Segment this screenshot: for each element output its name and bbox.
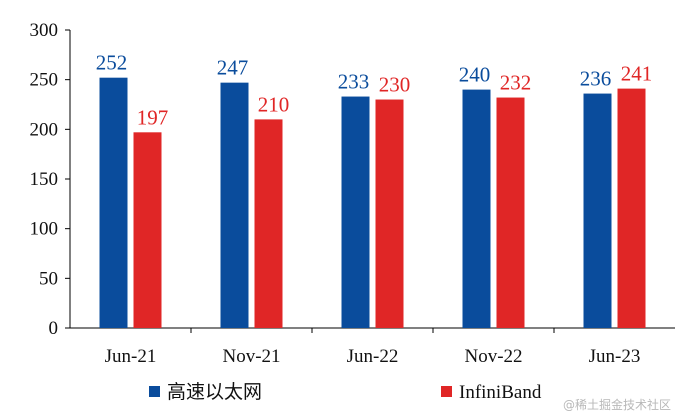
bar	[341, 96, 370, 328]
chart-axes: 0 50 100 150 200 250 300 Jun-21 Nov-21 Jun-22 Nov-…	[30, 20, 675, 367]
bar	[254, 119, 283, 329]
watermark-text: @稀土掘金技术社区	[563, 397, 671, 412]
legend-swatch	[441, 386, 452, 397]
data-label: 240	[459, 63, 491, 87]
x-tick-label: Nov-21	[222, 346, 280, 367]
y-tick-label: 300	[30, 20, 59, 41]
x-tick-label: Jun-21	[105, 346, 157, 367]
y-tick-label: 50	[39, 268, 58, 289]
legend-label: InfiniBand	[459, 382, 542, 403]
data-label: 247	[217, 56, 249, 80]
chart-bars	[99, 77, 646, 329]
data-label: 197	[137, 105, 169, 129]
y-tick-label: 100	[30, 219, 59, 240]
x-tick-label: Jun-22	[347, 346, 399, 367]
bar	[220, 82, 249, 328]
bar	[583, 93, 612, 328]
chart-legend: 高速以太网 InfiniBand	[149, 381, 542, 403]
legend-swatch	[149, 386, 160, 397]
data-label: 210	[258, 92, 290, 116]
data-label: 232	[500, 71, 532, 95]
x-tick-label: Nov-22	[464, 346, 522, 367]
bar	[496, 97, 525, 329]
y-tick-label: 150	[30, 169, 59, 190]
chart-data-labels: 252 197 247 210 233 230 240 232 236 241	[96, 51, 653, 130]
bar	[133, 132, 162, 328]
x-tick-label: Jun-23	[589, 346, 641, 367]
data-label: 236	[580, 67, 612, 91]
y-tick-label: 250	[30, 70, 59, 91]
y-tick-label: 0	[49, 318, 59, 339]
data-label: 230	[379, 73, 411, 97]
bar	[617, 88, 646, 329]
data-label: 233	[338, 70, 370, 94]
data-label: 252	[96, 51, 128, 75]
bar	[375, 99, 404, 329]
data-label: 241	[621, 62, 653, 86]
bar	[99, 77, 128, 329]
bar	[462, 89, 491, 328]
y-tick-label: 200	[30, 119, 59, 140]
legend-label: 高速以太网	[167, 381, 262, 403]
